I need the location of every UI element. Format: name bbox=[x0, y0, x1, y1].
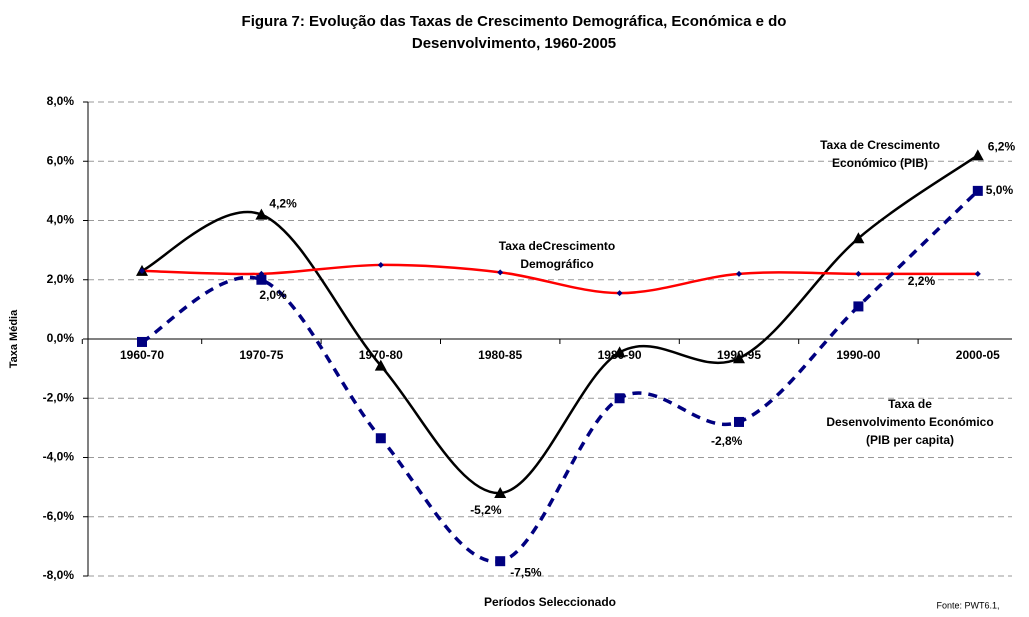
y-axis-title: Taxa Média bbox=[8, 309, 20, 368]
point bbox=[377, 261, 384, 268]
annotation: (PIB per capita) bbox=[866, 433, 954, 447]
point bbox=[736, 270, 742, 277]
point bbox=[974, 270, 981, 277]
point bbox=[853, 301, 864, 312]
annotation: Demográfico bbox=[520, 257, 593, 271]
x-tick-label: 1960-70 bbox=[120, 348, 164, 362]
y-tick-label: 6,0% bbox=[47, 153, 75, 167]
point bbox=[613, 346, 626, 358]
y-tick-label: -6,0% bbox=[43, 509, 75, 523]
point bbox=[374, 359, 387, 371]
data-label: 2,0% bbox=[259, 288, 287, 302]
point bbox=[972, 185, 983, 196]
y-tick-label: 0,0% bbox=[47, 331, 75, 345]
point bbox=[494, 487, 507, 499]
point bbox=[855, 270, 862, 277]
point bbox=[256, 274, 267, 285]
y-tick-label: 8,0% bbox=[47, 94, 75, 108]
data-label: -2,8% bbox=[711, 434, 743, 448]
x-axis-title: Períodos Seleccionado bbox=[484, 595, 616, 609]
annotation: Taxa de bbox=[888, 397, 932, 411]
line bbox=[141, 154, 979, 495]
annotation: Taxa de Crescimento bbox=[820, 138, 940, 152]
source: Fonte: PWT6.1, bbox=[936, 600, 999, 610]
x-tick-label: 1970-75 bbox=[239, 348, 283, 362]
x-tick-label: 1990-00 bbox=[836, 348, 880, 362]
y-tick-label: -4,0% bbox=[43, 450, 75, 464]
annotation: Económico (PIB) bbox=[832, 156, 928, 170]
y-tick-label: 4,0% bbox=[47, 213, 75, 227]
point bbox=[852, 232, 865, 244]
y-tick-label: -8,0% bbox=[43, 568, 75, 582]
point bbox=[497, 269, 504, 276]
point bbox=[139, 267, 145, 274]
point bbox=[375, 433, 386, 444]
point bbox=[614, 393, 625, 404]
data-label: -7,5% bbox=[510, 565, 542, 579]
chart-title: Figura 7: Evolução das Taxas de Crescime… bbox=[242, 13, 787, 30]
point bbox=[733, 352, 745, 364]
point bbox=[734, 416, 744, 427]
annotation: Desenvolvimento Económico bbox=[826, 415, 993, 429]
chart-title: Desenvolvimento, 1960-2005 bbox=[412, 35, 616, 52]
y-tick-label: -2,0% bbox=[43, 390, 75, 404]
point bbox=[255, 208, 268, 220]
point bbox=[616, 290, 623, 297]
x-tick-label: 1980-85 bbox=[478, 348, 522, 362]
data-label: -5,2% bbox=[470, 503, 502, 517]
line bbox=[141, 263, 978, 295]
point bbox=[971, 149, 984, 161]
point bbox=[137, 336, 147, 347]
point bbox=[495, 556, 506, 567]
data-label: 6,2% bbox=[988, 139, 1016, 153]
y-tick-label: 2,0% bbox=[47, 272, 75, 286]
data-label: 2,2% bbox=[908, 274, 936, 288]
data-label: 4,2% bbox=[269, 197, 297, 211]
x-tick-label: 2000-05 bbox=[956, 348, 1000, 362]
data-label: 5,0% bbox=[986, 183, 1014, 197]
annotation: Taxa deCrescimento bbox=[499, 239, 616, 253]
line bbox=[141, 189, 980, 564]
